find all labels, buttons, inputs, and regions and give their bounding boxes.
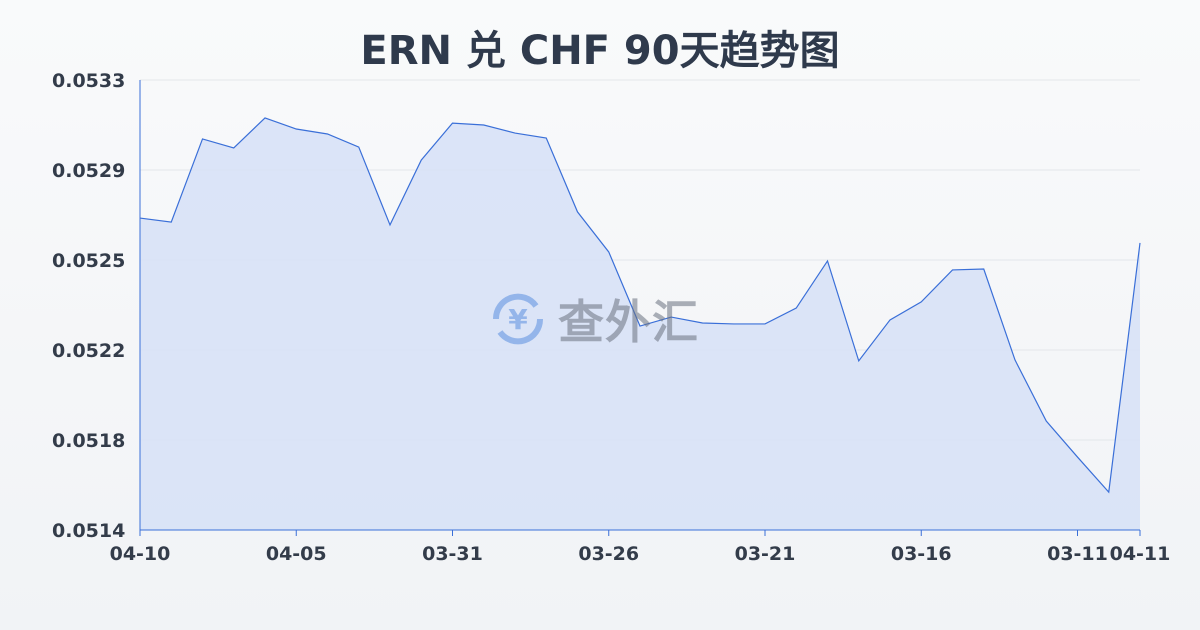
yen-exchange-icon: ¥ [492,293,544,345]
y-tick-label: 0.0518 [52,430,125,452]
x-tick-label: 03-11 [1047,543,1108,565]
x-tick-label: 03-16 [891,543,952,565]
x-tick-label: 04-11 [1110,543,1171,565]
x-tick-label: 03-26 [578,543,639,565]
x-tick-label: 04-10 [110,543,171,565]
chart-title: ERN 兑 CHF 90天趋势图 [360,28,840,74]
y-tick-label: 0.0533 [52,70,125,92]
svg-text:¥: ¥ [508,303,528,336]
y-tick-label: 0.0514 [52,520,125,542]
y-tick-label: 0.0525 [52,250,125,272]
x-tick-label: 03-31 [422,543,483,565]
watermark-text: 查外汇 [558,295,699,349]
x-tick-label: 03-21 [735,543,796,565]
x-tick-label: 04-05 [266,543,327,565]
y-tick-label: 0.0522 [52,340,125,362]
area-fill [140,117,1140,530]
watermark: ¥ 查外汇 [488,286,699,352]
y-tick-label: 0.0529 [52,160,125,182]
